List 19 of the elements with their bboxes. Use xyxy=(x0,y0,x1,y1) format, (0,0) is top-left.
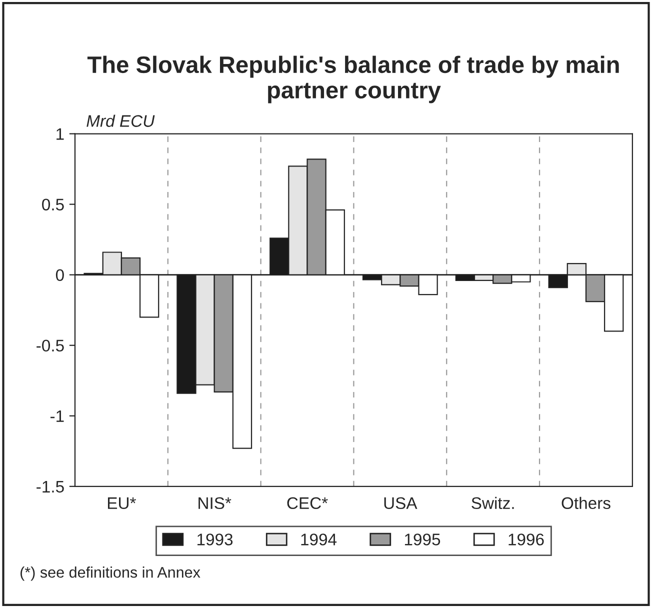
x-tick-label: NIS* xyxy=(198,497,232,510)
x-tick-label: EU* xyxy=(108,497,136,510)
y-axis-title: Mrd ECU xyxy=(86,114,155,127)
legend-label: 1993 xyxy=(198,534,233,546)
legend-label: 1996 xyxy=(508,534,544,546)
x-tick-label: USA xyxy=(384,497,418,510)
y-tick-label: 0.5 xyxy=(42,198,64,210)
chart-title: The Slovak Republic's balance of trade by main partner country xyxy=(87,56,619,104)
legend-label: 1995 xyxy=(404,534,440,546)
y-tick-label: 1 xyxy=(56,128,64,140)
y-tick-label: -1.5 xyxy=(36,480,64,493)
x-tick-label: Switz. xyxy=(472,496,514,510)
y-tick-label: -1 xyxy=(50,410,64,422)
y-tick-label: -0.5 xyxy=(36,340,64,352)
y-tick-label: 0 xyxy=(56,269,64,282)
text: (*) see definitions in Annex xyxy=(20,566,200,581)
x-tick-label: Others xyxy=(562,496,610,510)
x-tick-label: CEC* xyxy=(287,497,328,510)
legend-label: 1994 xyxy=(301,534,337,546)
